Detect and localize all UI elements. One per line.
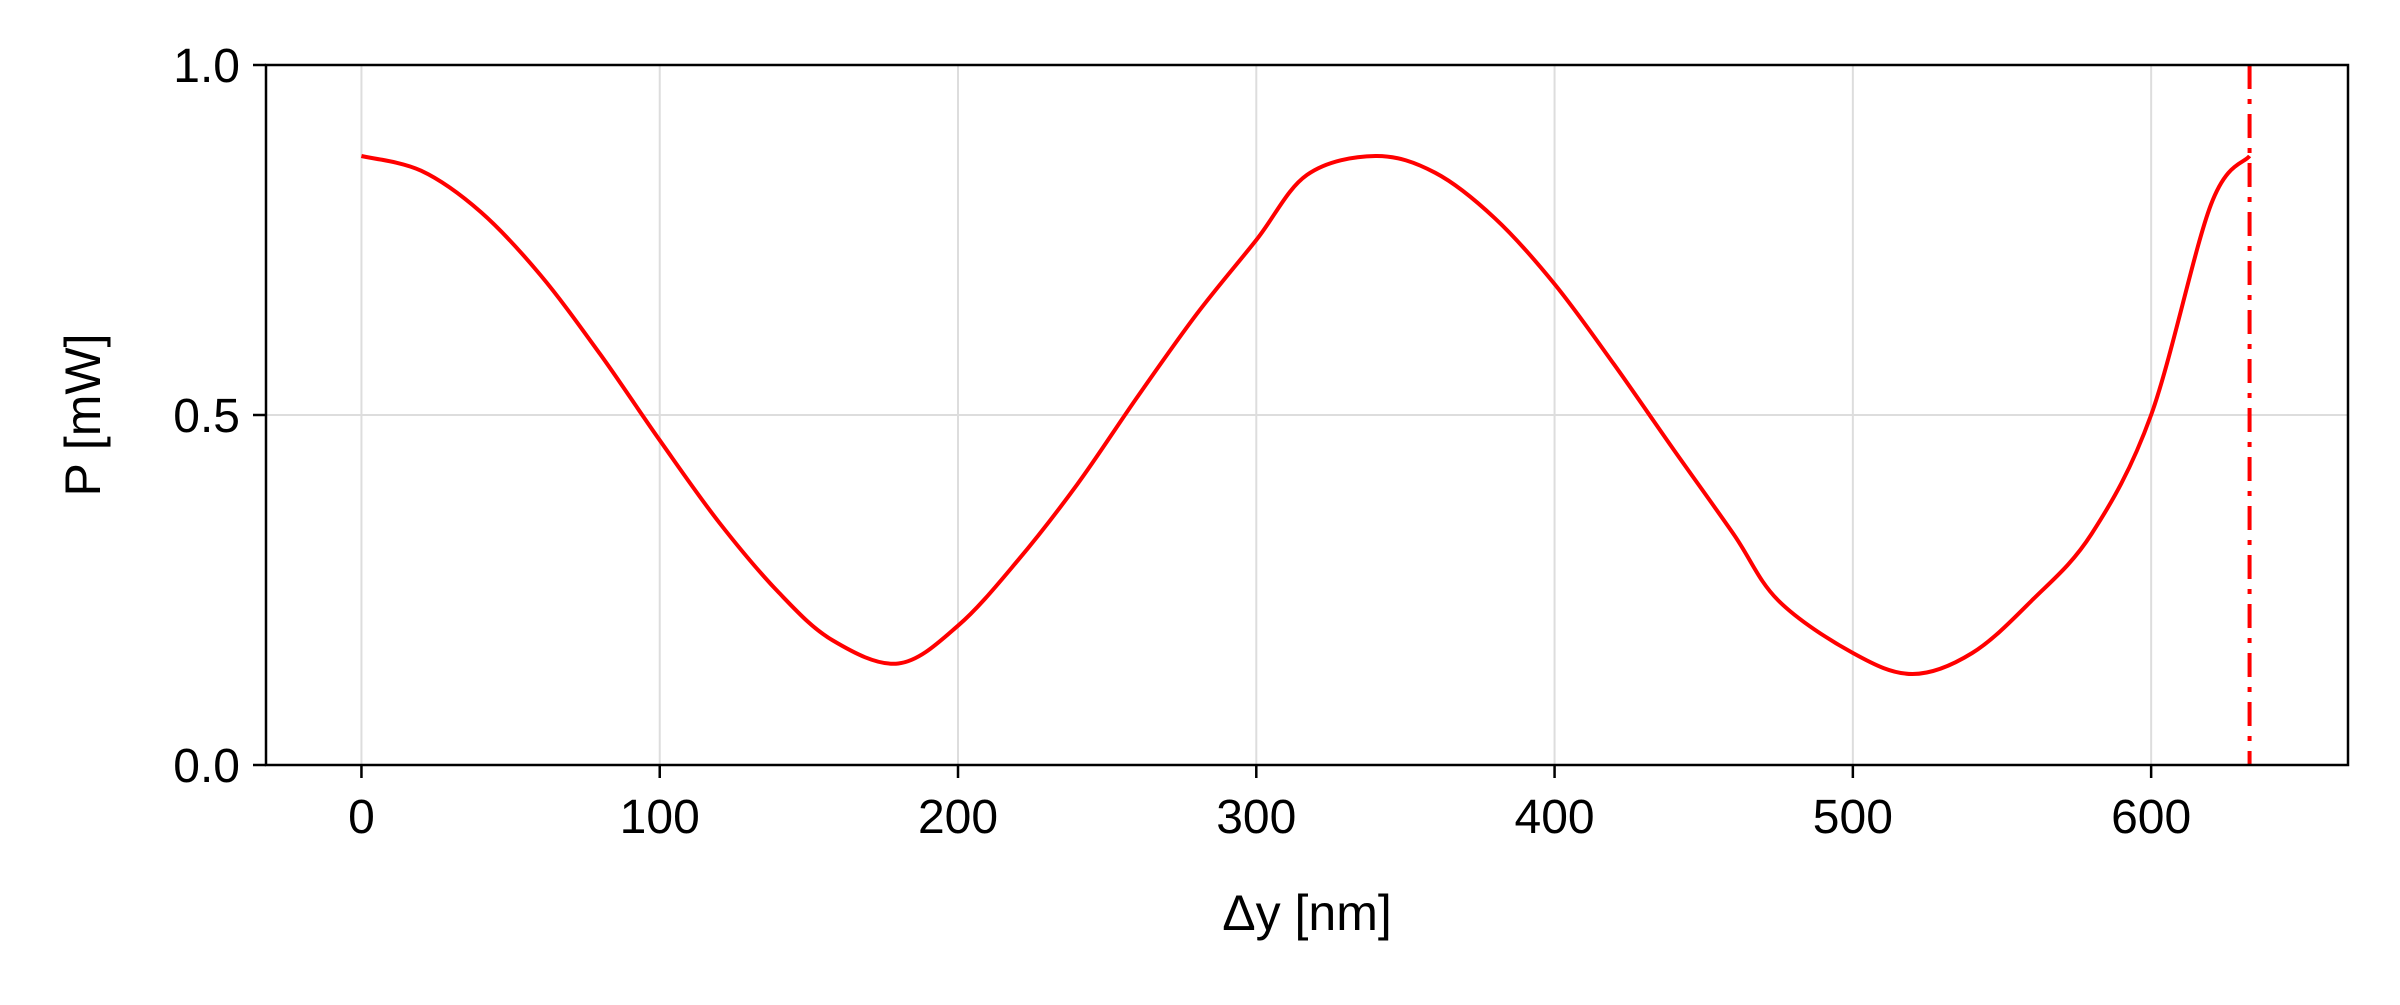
series-layer bbox=[360, 153, 2252, 676]
x-tick-label: 0 bbox=[348, 791, 375, 844]
x-axis-label: Δy [nm] bbox=[1222, 885, 1392, 941]
axis-ticks: 0 100 200 300 400 500 600 0.0 0.5 1.0 bbox=[173, 40, 2191, 844]
x-tick-label: 200 bbox=[918, 791, 998, 844]
y-axis-label: P [mW] bbox=[55, 334, 111, 497]
x-tick-label: 500 bbox=[1813, 791, 1893, 844]
x-tick-label: 600 bbox=[2111, 791, 2191, 844]
x-tick-label: 100 bbox=[620, 791, 700, 844]
series-line-0 bbox=[360, 153, 2252, 676]
y-tick-label: 0.0 bbox=[173, 740, 240, 793]
y-tick-label: 0.5 bbox=[173, 390, 240, 443]
x-tick-label: 400 bbox=[1515, 791, 1595, 844]
x-tick-label: 300 bbox=[1216, 791, 1296, 844]
y-tick-label: 1.0 bbox=[173, 40, 240, 93]
